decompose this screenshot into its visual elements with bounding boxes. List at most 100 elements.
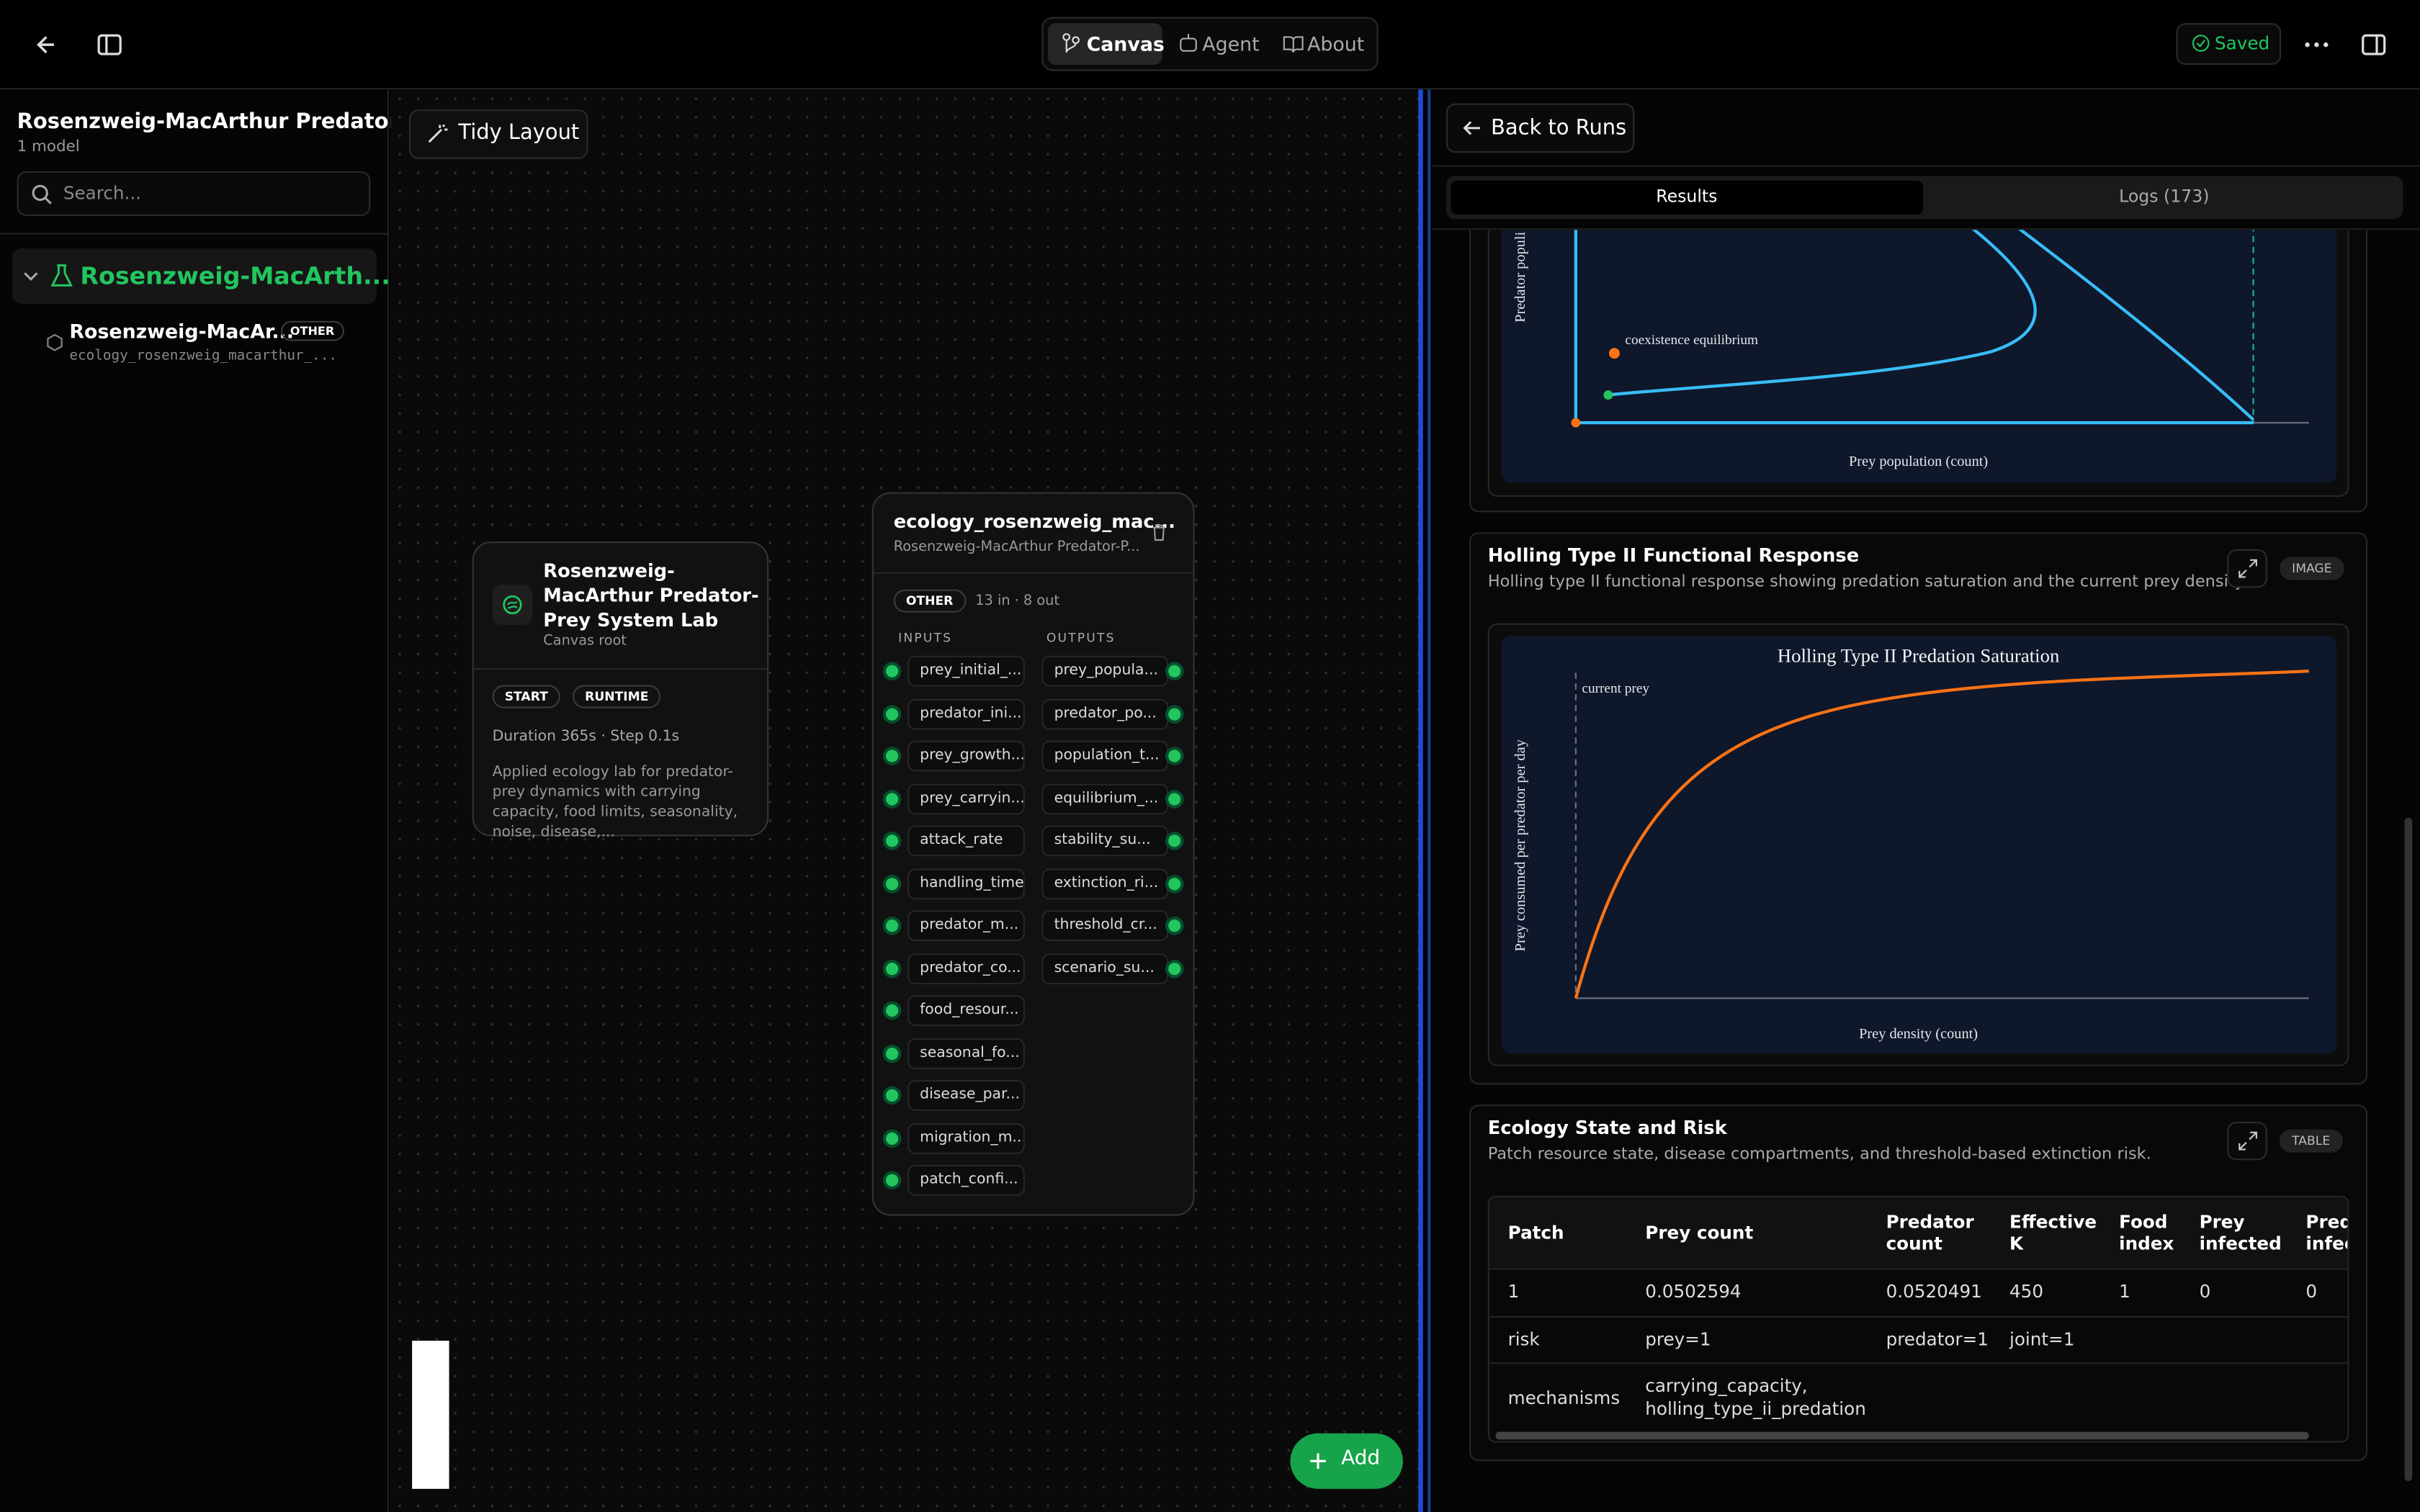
port-dot [1168, 665, 1181, 678]
output-port: population_t... [1041, 740, 1169, 772]
table-cell: 450 [2009, 1280, 2044, 1302]
h-scrollbar[interactable] [1495, 1431, 2309, 1440]
sidebar-subtitle: 1 model [17, 138, 80, 156]
shape [1062, 33, 1071, 41]
tidy-label: Tidy Layout [458, 120, 580, 145]
y-axis-label: Predator populi [1512, 232, 1528, 323]
search-placeholder: Search... [63, 181, 142, 204]
top-bar [0, 0, 2420, 90]
icon [50, 264, 73, 287]
port-dot [886, 1004, 899, 1017]
root-badge: START [492, 685, 560, 708]
divider [1432, 165, 2420, 167]
tab[interactable]: Logs (173) [2119, 186, 2210, 207]
model-badge: OTHER [893, 589, 966, 613]
output-port: stability_su... [1041, 825, 1169, 857]
add-button[interactable] [1290, 1433, 1403, 1489]
group-label: Rosenzweig-MacArth... [80, 262, 390, 290]
root-title: Rosenzweig-MacArthur Predator-Prey Syste… [543, 559, 759, 631]
column-header: Food index [2119, 1211, 2174, 1255]
table-cell: 0 [2305, 1280, 2318, 1302]
sidebar-toggle[interactable] [94, 30, 125, 60]
sidebar [0, 89, 389, 1512]
add-label: Add [1341, 1446, 1381, 1471]
shape [1603, 390, 1613, 400]
node-icon-bg [492, 585, 533, 625]
icon [428, 124, 448, 143]
shape [97, 34, 122, 55]
icon [47, 333, 63, 351]
back-label: Back to Runs [1491, 115, 1627, 140]
tab[interactable]: Canvas [1086, 32, 1165, 56]
port-dot [886, 665, 899, 678]
input-port: prey_initial_... [908, 655, 1025, 687]
port-dot [886, 792, 899, 805]
shape [507, 600, 518, 609]
saved-label: Saved [2215, 32, 2270, 54]
plot-annotation: coexistence equilibrium [1625, 333, 1758, 348]
delete-button[interactable] [1150, 523, 1168, 541]
table-cell: mechanisms [1507, 1386, 1621, 1408]
outputs-label: OUTPUTS [1046, 631, 1116, 645]
resize-handle[interactable] [1418, 89, 1423, 1512]
expand-button[interactable] [2227, 549, 2267, 588]
x-axis-label: Prey population (count) [1849, 454, 1988, 469]
input-port: predator_ini... [908, 698, 1025, 729]
divider [0, 233, 389, 235]
shape [1571, 418, 1581, 428]
item-badge: OTHER [281, 320, 344, 341]
more-button[interactable] [2301, 30, 2332, 60]
shape [2192, 35, 2210, 52]
search-box[interactable] [17, 171, 371, 216]
panel-toggle[interactable] [2358, 30, 2389, 60]
shape [1310, 1453, 1326, 1469]
tab[interactable]: Agent [1202, 32, 1260, 56]
model-counts: 13 in · 8 out [975, 594, 1059, 610]
port-dot [886, 1131, 899, 1144]
inputs-label: INPUTS [898, 631, 953, 645]
port-dot [886, 750, 899, 762]
shape [2314, 42, 2319, 48]
icon [503, 595, 522, 615]
item-name: Rosenzweig-MacAr... [69, 319, 294, 343]
group-row[interactable] [12, 248, 377, 305]
table-cell: risk [1507, 1327, 1540, 1349]
port-dot [1168, 834, 1181, 847]
input-port: disease_par... [908, 1080, 1025, 1111]
shape [24, 272, 38, 281]
output-port: extinction_ri... [1041, 868, 1169, 899]
shape [32, 184, 48, 201]
tab[interactable]: Results [1656, 186, 1718, 207]
tab[interactable]: About [1307, 32, 1365, 56]
table-cell: 1 [1507, 1280, 1520, 1302]
back-button[interactable] [31, 30, 62, 60]
divider [1432, 228, 2420, 230]
card-description: Holling type II functional response show… [1487, 572, 2247, 591]
table-row [1489, 1268, 2348, 1315]
column-header: Predator count [1886, 1211, 1974, 1255]
plot-annotation: current prey [1582, 681, 1649, 696]
table-cell: 0.0502594 [1645, 1280, 1742, 1302]
port-dot [886, 1089, 899, 1102]
shape [1608, 230, 2037, 397]
results-scroll: coexistence equilibrium Prey population … [1433, 230, 2402, 1512]
table-header [1489, 1197, 2348, 1269]
plot-title: Holling Type II Predation Saturation [1778, 644, 2060, 666]
table-row [1489, 1315, 2348, 1362]
column-header: Predator infected [2305, 1211, 2349, 1255]
tidy-layout-button[interactable] [408, 109, 588, 159]
holling-plot: Holling Type II Predation Saturation cur… [1502, 635, 2337, 1054]
input-port: attack_rate [908, 825, 1025, 857]
active-tab-bg [1451, 180, 1923, 215]
expand-button[interactable] [2227, 1121, 2267, 1161]
model-title: ecology_rosenzweig_mac... [893, 510, 1175, 533]
input-port: patch_confi... [908, 1164, 1025, 1196]
v-scrollbar[interactable] [2404, 817, 2413, 1482]
shape [1608, 348, 1620, 359]
output-port: scenario_su... [1041, 953, 1169, 984]
shape [1502, 230, 2337, 483]
card-description: Patch resource state, disease compartmen… [1487, 1145, 2151, 1164]
port-dot [886, 877, 899, 890]
icon [1310, 1453, 1326, 1469]
